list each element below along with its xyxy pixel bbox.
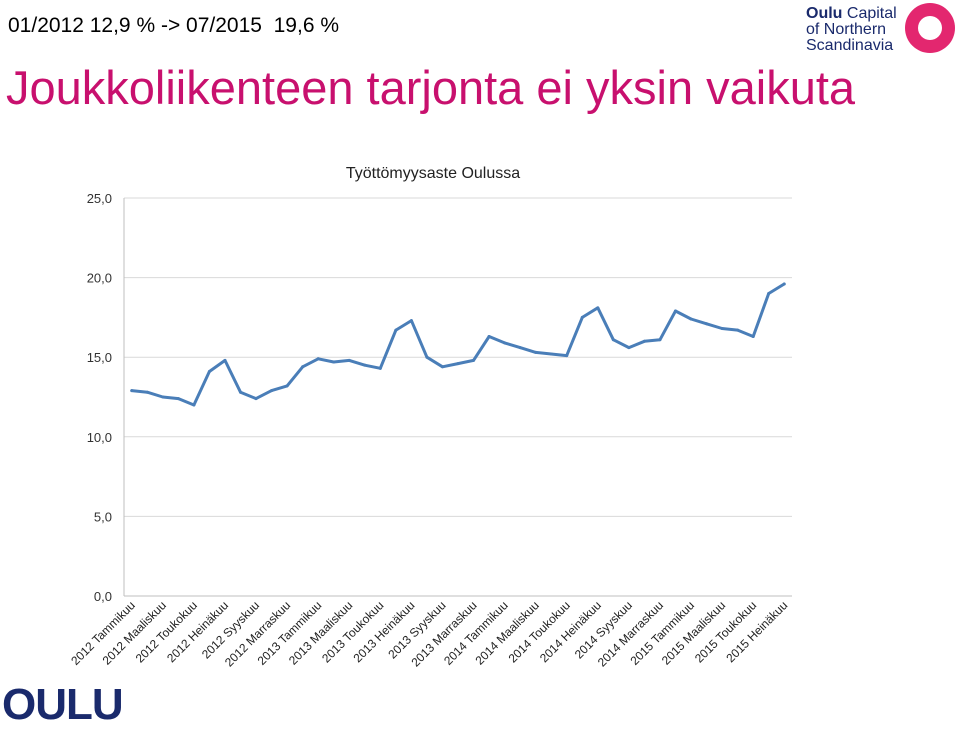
data-point [782, 282, 786, 286]
brand-wordmark-line3: Scandinavia [806, 37, 894, 54]
data-point [378, 366, 382, 370]
y-tick-label: 10,0 [87, 430, 112, 445]
period-comparison-text: 01/2012 12,9 % -> 07/2015 19,6 % [8, 14, 340, 37]
series-line [130, 282, 786, 407]
data-point [580, 315, 584, 319]
data-point [301, 365, 305, 369]
data-point [658, 338, 662, 342]
data-point [161, 395, 165, 399]
data-point [456, 362, 460, 366]
data-point [409, 319, 413, 323]
data-point [549, 352, 553, 356]
data-point [534, 350, 538, 354]
y-tick-label: 15,0 [87, 350, 112, 365]
brand-wordmark-line2: of Northern [806, 21, 887, 38]
y-tick-label: 25,0 [87, 191, 112, 206]
data-point [487, 335, 491, 339]
data-point [285, 384, 289, 388]
data-point [176, 397, 180, 401]
data-point [705, 322, 709, 326]
data-point [239, 390, 243, 394]
data-point [425, 355, 429, 359]
data-point [254, 397, 258, 401]
oulu-footer-logo: OULU [2, 680, 124, 729]
data-point [440, 365, 444, 369]
y-tick-label: 5,0 [94, 509, 112, 524]
chart-title: Työttömyysaste Oulussa [346, 165, 520, 182]
unemployment-chart: Työttömyysaste Oulussa 0,0 5,0 10,0 15,0 20,0… [0, 150, 960, 724]
data-point [192, 403, 196, 407]
data-point [596, 306, 600, 310]
brand-wordmark: Oulu Capital of Northern Scandinavia [806, 6, 897, 54]
data-point [145, 390, 149, 394]
data-point [130, 389, 134, 393]
data-point [689, 317, 693, 321]
data-point [720, 327, 724, 331]
data-point [472, 358, 476, 362]
y-tick-label: 0,0 [94, 589, 112, 604]
data-point [347, 358, 351, 362]
data-point [611, 338, 615, 342]
data-point [503, 341, 507, 345]
page-headline: Joukkoliikenteen tarjonta ei yksin vaiku… [6, 61, 856, 114]
data-point [270, 389, 274, 393]
data-point [736, 328, 740, 332]
data-point [223, 358, 227, 362]
data-point [363, 363, 367, 367]
data-point [207, 370, 211, 374]
data-point [642, 339, 646, 343]
y-tick-label: 20,0 [87, 271, 112, 286]
data-point [316, 357, 320, 361]
data-point [332, 360, 336, 364]
chart-svg: Työttömyysaste Oulussa 0,0 5,0 10,0 15,0 20,0… [68, 165, 792, 669]
data-point [394, 328, 398, 332]
data-point [565, 354, 569, 358]
brand-wordmark-line1: Capital [842, 5, 897, 22]
brand-wordmark-bold: Oulu [806, 5, 843, 22]
data-point [751, 335, 755, 339]
data-point [518, 346, 522, 350]
data-point [767, 292, 771, 296]
brand-logo: Oulu Capital of Northern Scandinavia [806, 3, 956, 58]
data-point [627, 346, 631, 350]
brand-ring-icon [905, 3, 955, 53]
data-point [673, 309, 677, 313]
